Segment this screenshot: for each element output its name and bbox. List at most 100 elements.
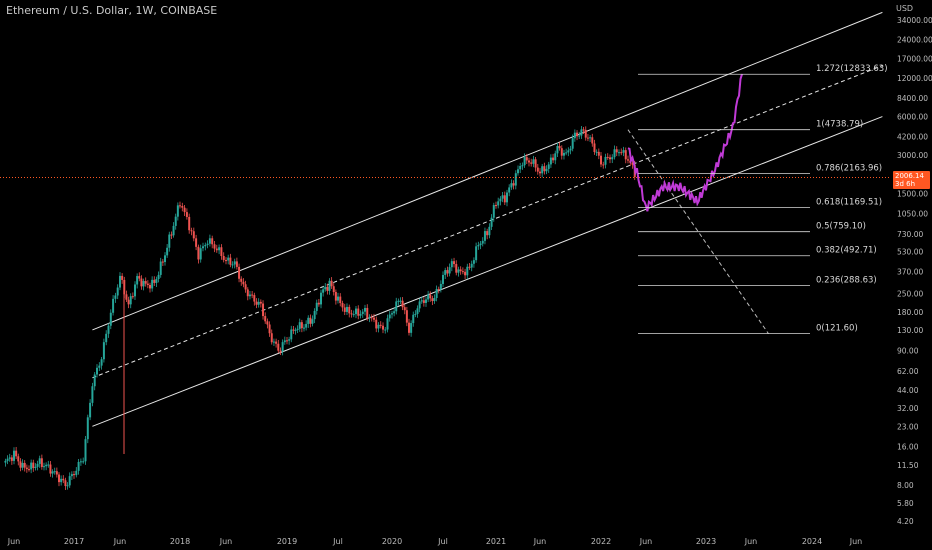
candles [4, 125, 636, 490]
candle-body [361, 311, 364, 314]
candle-body [281, 342, 284, 352]
diagonal-dashed-line [627, 129, 769, 334]
candle-body [183, 207, 186, 213]
candle-body [622, 150, 625, 153]
y-tick-label: 5.80 [897, 499, 914, 508]
candle-body [225, 260, 227, 262]
candle-body [34, 466, 37, 468]
candle-body [40, 458, 43, 467]
candle-body [420, 300, 423, 302]
y-axis[interactable]: 34000.00 24000.00 17000.00 12000.00 8400.00 6… [897, 16, 932, 526]
candle-body [326, 286, 329, 291]
channel-lines [92, 11, 883, 427]
candle-body [567, 150, 570, 153]
y-tick-label: 1500.00 [897, 190, 928, 199]
candle-body [427, 294, 430, 300]
candle-body [405, 310, 408, 323]
candle-body [506, 192, 508, 203]
candle-body [580, 129, 583, 136]
candle-body [552, 157, 555, 161]
candle-body [534, 159, 537, 168]
bar-countdown: 3d 6h [895, 180, 916, 188]
fib-level-label: 1(4738.79) [816, 120, 863, 130]
x-tick-label: 2023 [696, 537, 716, 546]
candle-body [79, 461, 82, 463]
y-tick-label: 370.00 [897, 268, 923, 277]
candle-body [170, 234, 173, 236]
candle-body [66, 485, 69, 487]
candle-body [370, 317, 373, 319]
y-tick-label: 250.00 [897, 290, 923, 299]
candle-body [576, 132, 579, 137]
candle-body [410, 323, 413, 333]
candle-body [609, 157, 611, 160]
candle-body [615, 149, 618, 153]
candle-body [149, 284, 151, 289]
fib-level-label: 0.382(492.71) [816, 246, 877, 256]
y-tick-label: 44.00 [897, 386, 919, 395]
candle-body [204, 244, 207, 247]
candle-body [442, 274, 444, 284]
candle-body [562, 152, 565, 156]
candle-body [181, 205, 184, 208]
candle-body [62, 478, 65, 481]
x-tick-label: Jun [744, 537, 758, 546]
candle-body [582, 129, 585, 131]
candle-body [317, 302, 320, 305]
candle-body [119, 275, 121, 288]
candle-body [195, 238, 198, 247]
candle-body [227, 257, 230, 261]
x-axis[interactable]: Jun 2017 Jun 2018 Jun 2019 Jul 2020 Jul 2021 Jun 20… [7, 537, 863, 546]
candle-body [283, 340, 286, 343]
candle-body [508, 187, 511, 193]
candle-body [15, 450, 18, 457]
candle-body [102, 342, 105, 360]
channel-upper-line [92, 11, 883, 331]
candle-body [343, 307, 346, 312]
y-tick-label: 24000.00 [897, 35, 932, 44]
candle-body [416, 308, 419, 314]
candle-body [272, 341, 275, 343]
y-tick-label: 8400.00 [897, 94, 928, 103]
candle-body [73, 474, 75, 476]
candle-body [620, 152, 623, 154]
candle-body [153, 279, 156, 283]
candle-body [519, 165, 522, 170]
candle-body [262, 303, 265, 317]
candle-body [388, 314, 391, 319]
last-price-value: 2006.14 [895, 172, 924, 180]
candle-body [459, 269, 462, 272]
candle-body [569, 148, 572, 151]
candle-body [315, 302, 318, 311]
candle-body [251, 294, 254, 296]
candle-body [412, 314, 415, 324]
candle-body [355, 308, 357, 315]
candle-body [288, 339, 291, 341]
candle-body [346, 306, 348, 312]
x-tick-label: Jun [219, 537, 233, 546]
candle-body [45, 464, 48, 467]
x-tick-label: 2021 [486, 537, 506, 546]
candle-body [403, 307, 406, 311]
candle-body [631, 162, 634, 165]
candle-body [470, 263, 473, 268]
candle-body [36, 463, 39, 467]
candle-body [320, 292, 322, 305]
candle-body [98, 365, 101, 368]
candle-body [23, 462, 26, 468]
candle-body [554, 153, 557, 161]
candle-body [464, 271, 467, 276]
candle-body [495, 205, 497, 207]
y-tick-label: 17000.00 [897, 55, 932, 64]
candle-body [185, 212, 188, 217]
candle-body [28, 469, 30, 471]
candle-body [547, 164, 550, 169]
x-tick-label: 2020 [382, 537, 402, 546]
candle-body [352, 314, 355, 316]
candle-body [264, 316, 267, 322]
candle-body [377, 324, 380, 329]
last-price-badge[interactable]: 2006.14 3d 6h [893, 171, 930, 189]
candle-body [503, 195, 506, 203]
y-axis-unit: USD [896, 4, 914, 13]
